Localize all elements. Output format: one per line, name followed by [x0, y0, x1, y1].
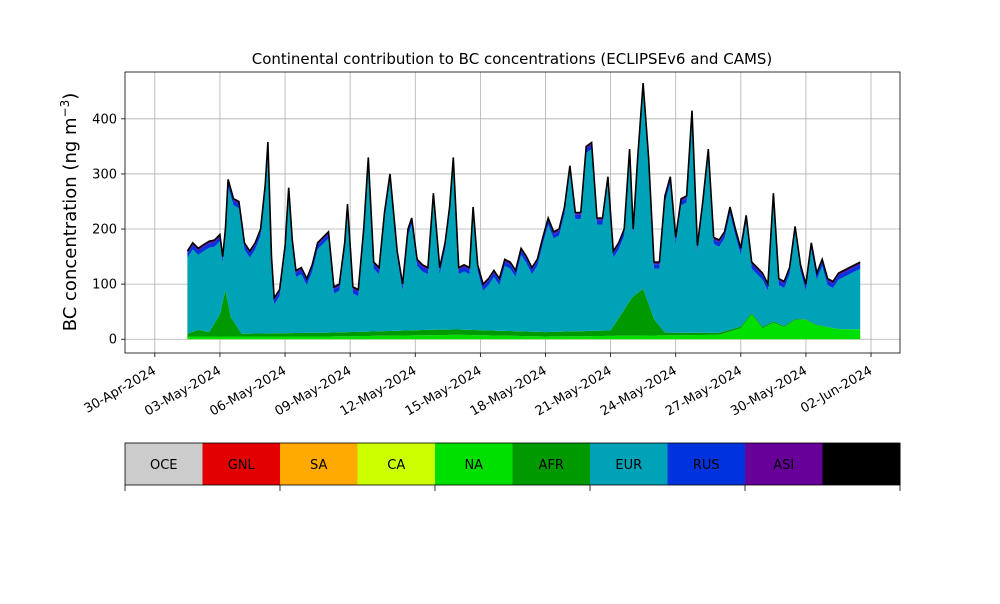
plot-frame: [124, 71, 901, 354]
y-tick-label: 400: [92, 112, 117, 127]
line-aus-total: [186, 82, 861, 301]
legend-label: AUS: [848, 458, 875, 473]
legend-label: OCE: [150, 458, 178, 473]
y-axis-label-close: ): [60, 93, 81, 100]
legend-label: GNL: [228, 458, 256, 473]
legend-swatch: [822, 443, 901, 485]
legend-swatch: [357, 443, 436, 485]
y-tick-label: 100: [92, 278, 117, 293]
legend-label: CA: [387, 458, 405, 473]
legend-label: SA: [310, 458, 327, 473]
y-axis-label: BC concentration (ng m−3): [58, 93, 81, 332]
legend-swatch: [745, 443, 823, 485]
legend-label: AFR: [539, 458, 564, 473]
area-na: [187, 314, 861, 340]
legend-swatch: [512, 443, 591, 485]
legend-swatch: [125, 443, 203, 485]
legend-frame: [124, 442, 901, 486]
legend-label: NA: [464, 458, 483, 473]
area-eur: [187, 89, 861, 334]
legend-swatch: [202, 443, 281, 485]
y-tick-label: 0: [109, 333, 117, 348]
y-axis-label-sup: −3: [58, 100, 72, 118]
legend-swatch: [435, 443, 513, 485]
y-tick-label: 300: [92, 167, 117, 182]
y-axis-label-main: BC concentration (ng m: [60, 117, 81, 331]
legend-swatch: [280, 443, 358, 485]
legend-colorbar: OCE GNL SA CA NA AFR EUR RUS ASI AUS: [124, 442, 901, 491]
chart-title: Continental contribution to BC concentra…: [252, 50, 773, 68]
legend-swatch: [667, 443, 746, 485]
x-tick-label: 02-Jun-2024: [798, 363, 875, 416]
y-tick-label: 200: [92, 223, 117, 238]
stacked-areas: [186, 82, 861, 340]
legend-label: EUR: [615, 458, 642, 473]
legend-label: RUS: [693, 458, 720, 473]
legend-swatch: [590, 443, 668, 485]
legend-label: ASI: [773, 458, 794, 473]
